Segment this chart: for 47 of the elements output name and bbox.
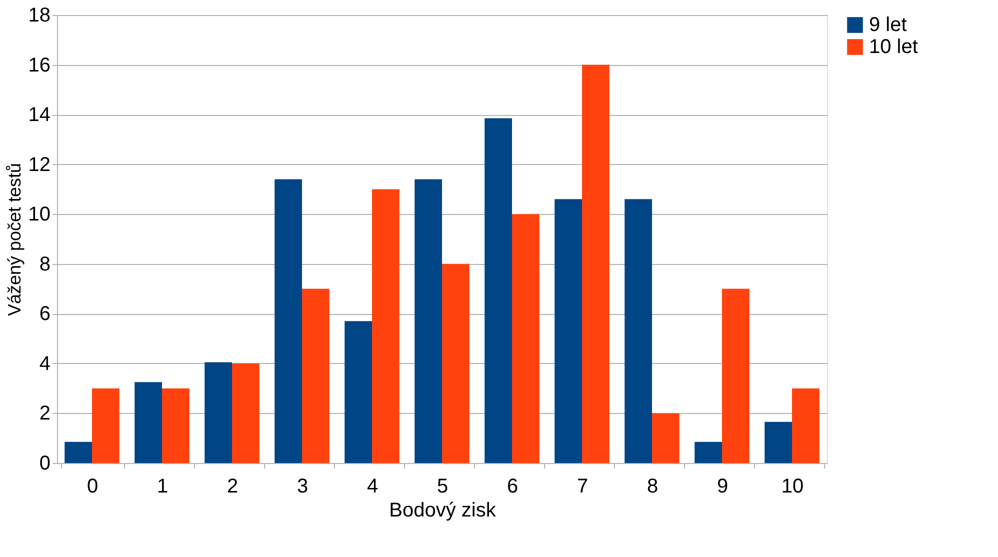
bar xyxy=(372,189,400,463)
bar xyxy=(134,382,162,463)
x-tick-label: 1 xyxy=(156,476,168,498)
y-tick-label: 14 xyxy=(28,104,50,126)
bar xyxy=(512,214,540,463)
y-tick-label: 16 xyxy=(28,54,50,76)
x-tick-label: 7 xyxy=(576,476,588,498)
x-tick-label: 6 xyxy=(506,476,518,498)
x-tick-label: 2 xyxy=(226,476,238,498)
y-axis-title: Vážený počet testů xyxy=(4,162,24,316)
bar xyxy=(162,388,190,463)
bar xyxy=(582,64,610,463)
bar xyxy=(274,179,302,463)
bar xyxy=(442,264,470,463)
y-tick-label: 18 xyxy=(28,4,50,26)
x-tick-label: 0 xyxy=(86,476,98,498)
bar xyxy=(232,363,260,463)
y-tick-label: 4 xyxy=(39,352,50,375)
y-tick-label: 0 xyxy=(39,452,50,474)
bar xyxy=(92,388,120,463)
bar xyxy=(554,199,582,463)
x-tick-label: 3 xyxy=(296,476,308,498)
legend-label: 9 let xyxy=(869,14,908,36)
y-tick-label: 12 xyxy=(28,154,50,176)
bar xyxy=(652,413,680,463)
x-tick-label: 8 xyxy=(646,476,658,498)
bar xyxy=(302,288,330,463)
x-axis-title: Bodový zisk xyxy=(389,500,497,522)
y-tick-label: 6 xyxy=(39,303,50,326)
bar xyxy=(414,179,442,463)
legend-label: 10 let xyxy=(869,36,918,58)
x-tick-label: 5 xyxy=(436,476,448,498)
bar xyxy=(204,362,232,463)
y-tick-label: 8 xyxy=(39,253,50,276)
x-tick-label: 9 xyxy=(716,476,728,498)
bar xyxy=(624,199,652,463)
y-tick-label: 10 xyxy=(28,204,50,226)
y-tick-label: 2 xyxy=(39,402,50,425)
bar xyxy=(344,321,372,463)
x-tick-label: 10 xyxy=(781,476,804,498)
bar xyxy=(764,422,792,463)
bar xyxy=(722,288,750,463)
bar xyxy=(484,118,512,463)
x-tick-label: 4 xyxy=(366,476,378,498)
bar xyxy=(64,442,92,463)
bar xyxy=(694,442,722,463)
bar xyxy=(792,388,820,463)
